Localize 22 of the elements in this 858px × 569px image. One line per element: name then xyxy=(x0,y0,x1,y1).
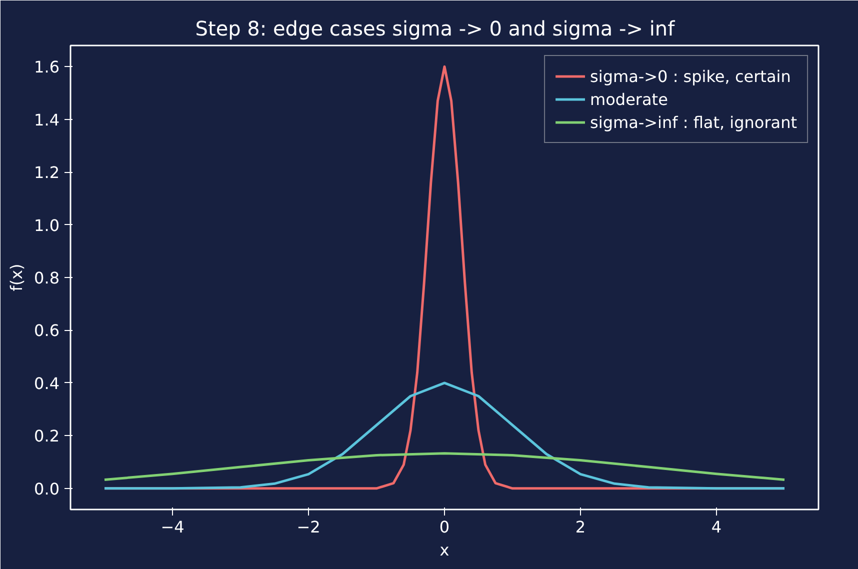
y-tick-label: 0.6 xyxy=(34,321,60,340)
chart-title: Step 8: edge cases sigma -> 0 and sigma -> inf xyxy=(195,16,676,40)
x-tick-label: 2 xyxy=(575,518,586,536)
y-axis-title: f(x) xyxy=(7,264,26,292)
x-tick-label: 0 xyxy=(439,518,450,536)
y-tick-label: 0.4 xyxy=(34,374,60,393)
x-tick-label: −2 xyxy=(296,518,320,536)
y-tick-label: 0.2 xyxy=(34,426,60,446)
legend-label: moderate xyxy=(590,90,668,108)
x-tick-label: 4 xyxy=(711,518,722,536)
y-tick-label: 1.2 xyxy=(34,163,60,182)
legend-label: sigma->0 : spike, certain xyxy=(590,66,791,86)
line-series xyxy=(103,382,786,490)
y-tick-label: 0.0 xyxy=(34,479,60,498)
y-tick-label: 1.4 xyxy=(34,110,60,130)
y-tick-label: 0.8 xyxy=(34,268,60,288)
x-tick-label: −4 xyxy=(160,518,184,536)
x-axis-title: x xyxy=(440,540,450,560)
y-tick-label: 1.6 xyxy=(34,58,60,77)
legend-label: sigma->inf : flat, ignorant xyxy=(590,112,797,132)
y-tick-label: 1.0 xyxy=(34,216,60,235)
line-series xyxy=(103,452,786,481)
